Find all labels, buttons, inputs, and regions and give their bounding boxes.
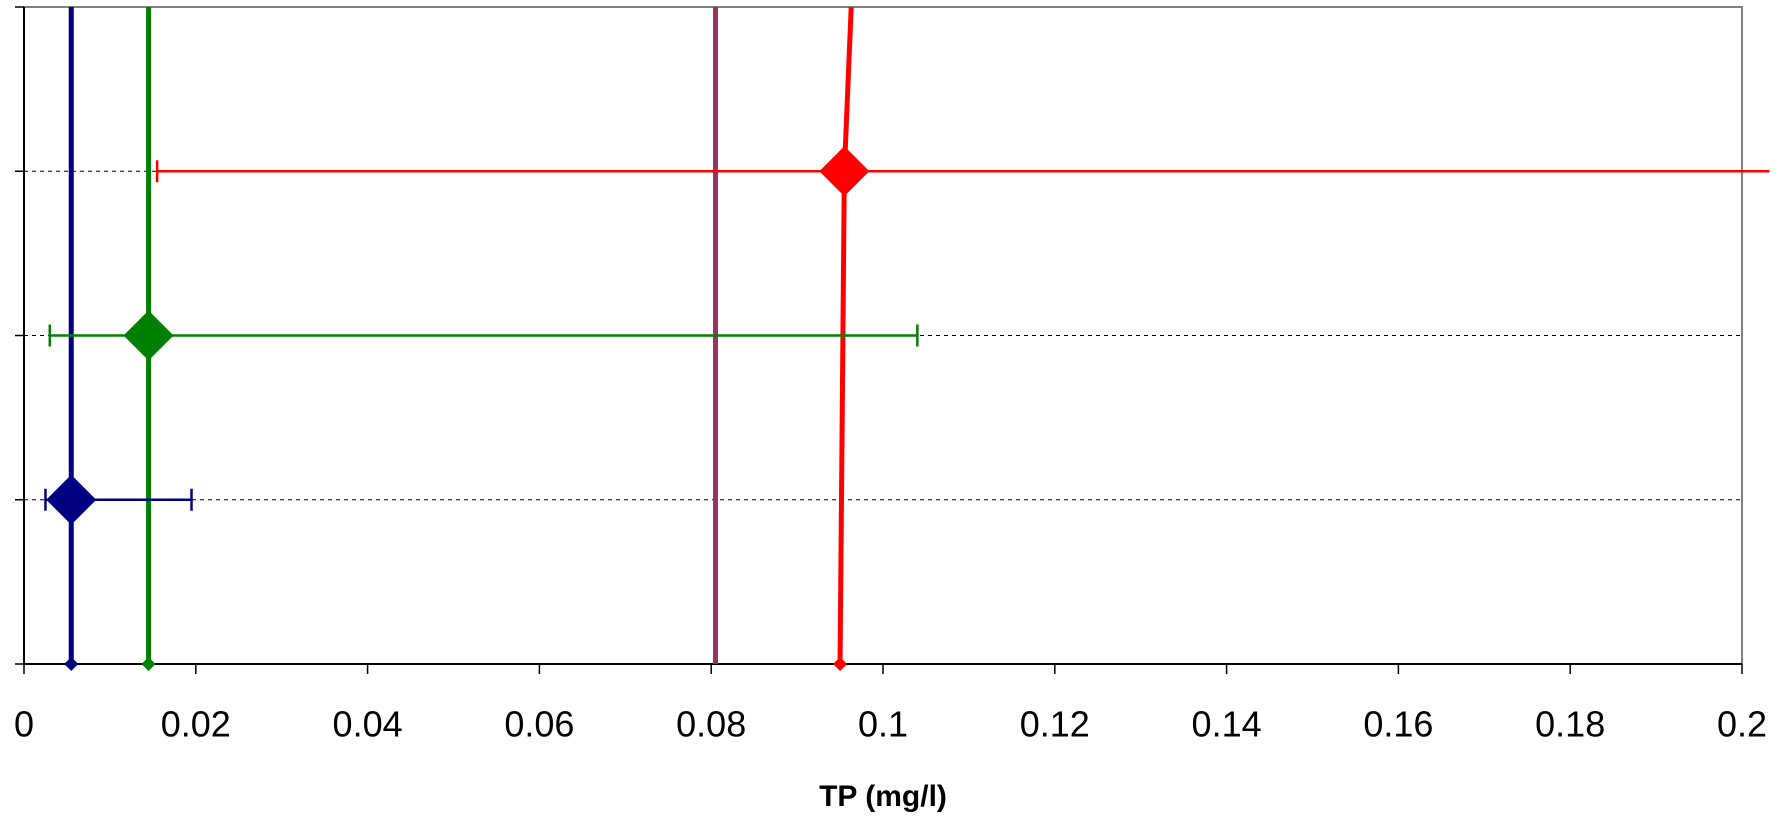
x-tick-label: 0.2 — [1717, 704, 1767, 745]
x-tick-label: 0.06 — [504, 704, 574, 745]
x-tick-label: 0.02 — [161, 704, 231, 745]
line-marker — [141, 657, 156, 671]
data-point — [46, 474, 97, 525]
x-tick-label: 0.14 — [1192, 704, 1262, 745]
x-tick-label: 0 — [14, 704, 34, 745]
line-marker — [833, 657, 848, 671]
x-tick-label: 0.04 — [333, 704, 403, 745]
line-marker — [64, 657, 79, 671]
x-tick-label: 0.16 — [1363, 704, 1433, 745]
data-point — [123, 310, 174, 361]
data-point — [819, 146, 870, 197]
x-tick-label: 0.08 — [676, 704, 746, 745]
x-tick-label: 0.18 — [1535, 704, 1605, 745]
x-tick-label: 0.12 — [1020, 704, 1090, 745]
x-tick-label: 0.1 — [858, 704, 908, 745]
x-axis-title: TP (mg/l) — [819, 780, 947, 813]
